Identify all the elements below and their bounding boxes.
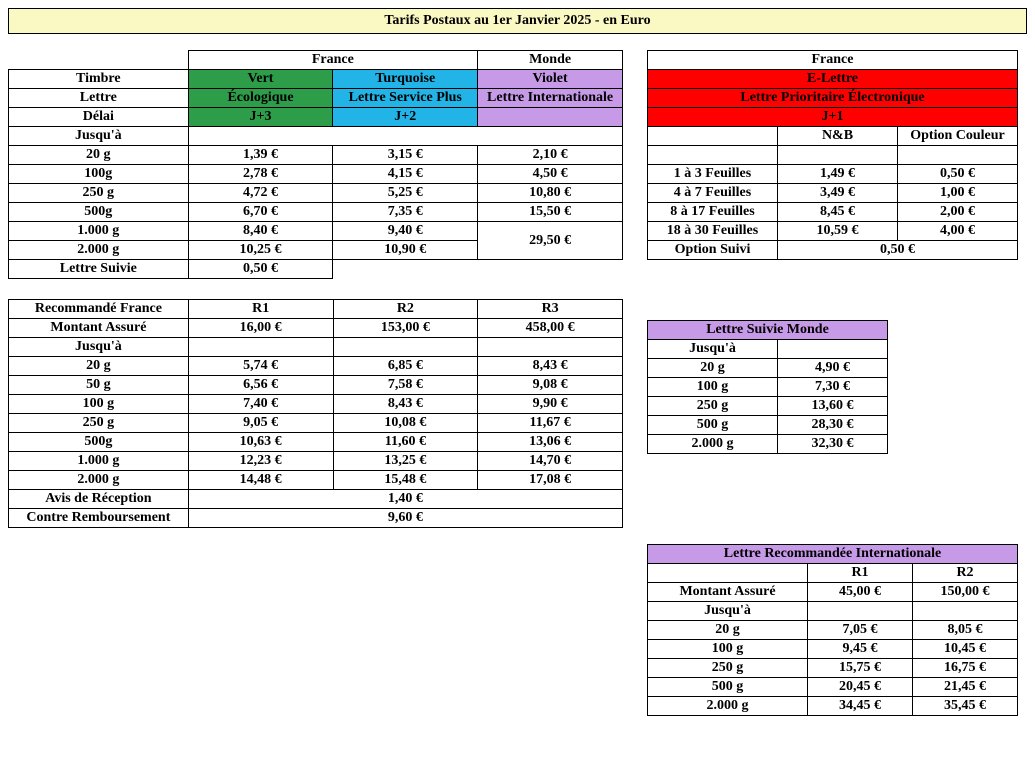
- suivie-monde-title: Lettre Suivie Monde: [648, 321, 888, 340]
- contre-label: Contre Remboursement: [9, 509, 189, 528]
- weight-label: 1.000 g: [9, 452, 189, 471]
- content-columns: FranceMondeTimbreVertTurquoiseVioletLett…: [8, 50, 1027, 716]
- region-monde: Monde: [478, 51, 623, 70]
- suivie-monde-table: Lettre Suivie MondeJusqu'à20 g4,90 €100 …: [647, 320, 888, 454]
- weight-label: 250 g: [648, 659, 808, 678]
- weight-label: 250 g: [9, 184, 189, 203]
- weight-label: 20 g: [648, 359, 778, 378]
- row-timbre: Timbre: [9, 70, 189, 89]
- elettre-row-label: 1 à 3 Feuilles: [648, 165, 778, 184]
- reco-int-title: Lettre Recommandée Internationale: [648, 545, 1018, 564]
- weight-label: 50 g: [9, 376, 189, 395]
- assure-label: Montant Assuré: [9, 319, 189, 338]
- elettre-row-label: 8 à 17 Feuilles: [648, 203, 778, 222]
- weight-label: 100 g: [648, 378, 778, 397]
- elettre-title: E-Lettre: [648, 70, 1018, 89]
- weight-label: 250 g: [9, 414, 189, 433]
- page-title: Tarifs Postaux au 1er Janvier 2025 - en …: [8, 8, 1027, 34]
- avis-label: Avis de Réception: [9, 490, 189, 509]
- stamp-turquoise: Turquoise: [333, 70, 478, 89]
- page: Tarifs Postaux au 1er Janvier 2025 - en …: [8, 8, 1027, 716]
- contre-price: 9,60 €: [188, 509, 622, 528]
- weight-label: 500g: [9, 433, 189, 452]
- weight-label: 500 g: [648, 678, 808, 697]
- reco-int-table: Lettre Recommandée InternationaleR1R2Mon…: [647, 544, 1018, 716]
- weight-label: 2.000 g: [9, 241, 189, 260]
- weight-label: 20 g: [648, 621, 808, 640]
- avis-price: 1,40 €: [188, 490, 622, 509]
- weight-label: 500 g: [648, 416, 778, 435]
- tariff-table: FranceMonde TimbreVertTurquoiseViolet Lett…: [8, 50, 623, 279]
- recommande-france-table: Recommandé FranceR1R2R3Montant Assuré16,…: [8, 299, 623, 528]
- stamp-violet: Violet: [478, 70, 623, 89]
- weight-label: 100 g: [648, 640, 808, 659]
- reco-fr-title: Recommandé France: [9, 300, 189, 319]
- option-suivi-price: 0,50 €: [778, 241, 1018, 260]
- merged-price: 29,50 €: [478, 222, 623, 260]
- lettre-suivie-label: Lettre Suivie: [9, 260, 189, 279]
- weight-label: 100g: [9, 165, 189, 184]
- weight-label: 2.000 g: [9, 471, 189, 490]
- stamp-vert: Vert: [188, 70, 333, 89]
- col-couleur: Option Couleur: [898, 127, 1018, 146]
- lettre-suivie-price: 0,50 €: [188, 260, 333, 279]
- weight-label: 20 g: [9, 357, 189, 376]
- elettre-row-label: 4 à 7 Feuilles: [648, 184, 778, 203]
- option-suivi-label: Option Suivi: [648, 241, 778, 260]
- elettre-table: FranceE-LettreLettre Prioritaire Électro…: [647, 50, 1018, 260]
- weight-label: 2.000 g: [648, 697, 808, 716]
- elettre-row-label: 18 à 30 Feuilles: [648, 222, 778, 241]
- weight-label: 2.000 g: [648, 435, 778, 454]
- row-delai: Délai: [9, 108, 189, 127]
- weight-label: 500g: [9, 203, 189, 222]
- elettre-region: France: [648, 51, 1018, 70]
- weight-label: 1.000 g: [9, 222, 189, 241]
- elettre-subtitle: Lettre Prioritaire Électronique: [648, 89, 1018, 108]
- elettre-delai: J+1: [648, 108, 1018, 127]
- weight-label: 250 g: [648, 397, 778, 416]
- right-column: FranceE-LettreLettre Prioritaire Électro…: [647, 50, 1019, 716]
- col-nb: N&B: [778, 127, 898, 146]
- row-jusqua: Jusqu'à: [9, 127, 189, 146]
- assure-label: Montant Assuré: [648, 583, 808, 602]
- row-lettre: Lettre: [9, 89, 189, 108]
- weight-label: 20 g: [9, 146, 189, 165]
- elettre-row-label: [648, 146, 778, 165]
- left-column: FranceMonde TimbreVertTurquoiseViolet Lett…: [8, 50, 623, 528]
- region-france: France: [188, 51, 478, 70]
- weight-label: 100 g: [9, 395, 189, 414]
